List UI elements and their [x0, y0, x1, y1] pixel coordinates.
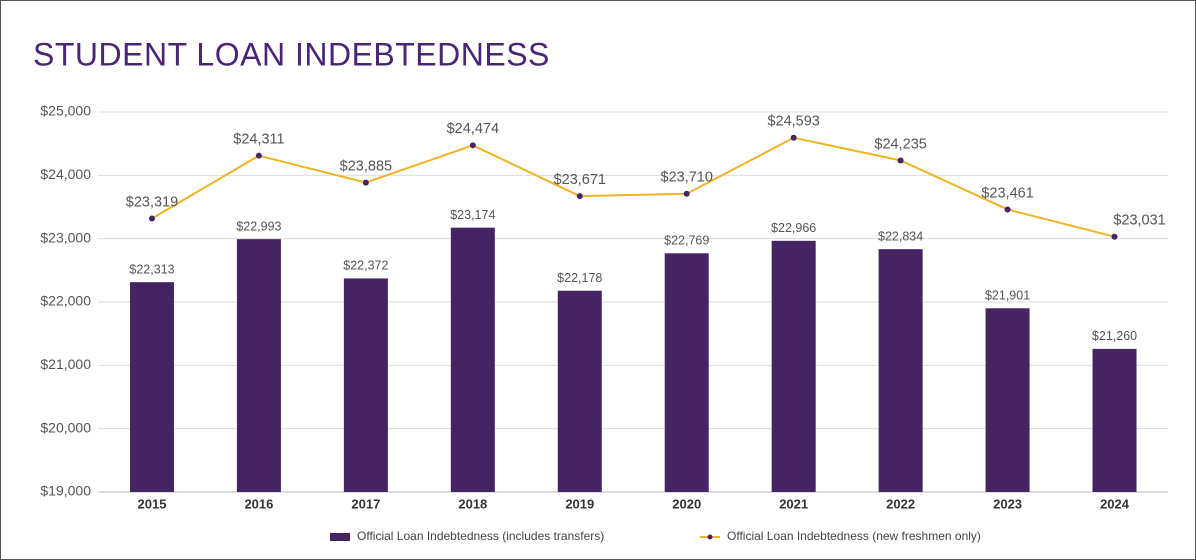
line-marker: [897, 157, 904, 164]
line-marker: [790, 134, 797, 141]
legend-swatch-marker: [707, 534, 713, 540]
bar: [557, 290, 602, 492]
line-value-label: $23,319: [126, 194, 178, 210]
y-tick-label: $22,000: [40, 293, 91, 309]
line-value-label: $24,593: [767, 114, 819, 130]
y-tick-label: $21,000: [40, 356, 91, 372]
bar: [236, 239, 281, 492]
bar-value-label: $22,372: [343, 259, 388, 273]
line: [151, 136, 1115, 238]
line-marker: [362, 179, 369, 186]
line-value-label: $23,461: [981, 185, 1033, 201]
line-value-label: $24,235: [874, 136, 926, 152]
x-tick-label: 2016: [244, 496, 273, 511]
line-marker: [148, 215, 155, 222]
line-value-label: $24,474: [447, 121, 499, 137]
line-marker: [469, 142, 476, 149]
line-value-label: $24,311: [233, 131, 284, 147]
bar-value-label: $21,901: [985, 289, 1030, 303]
y-tick-label: $24,000: [40, 166, 91, 182]
legend-swatch: [330, 533, 350, 541]
bar: [129, 282, 174, 492]
line-marker: [1004, 206, 1011, 213]
line-marker: [1111, 233, 1118, 240]
bar-value-label: $22,313: [129, 262, 174, 276]
bar: [1092, 348, 1137, 492]
y-tick-label: $23,000: [40, 229, 91, 245]
x-tick-label: 2024: [1100, 496, 1130, 511]
bar-value-label: $21,260: [1092, 329, 1137, 343]
x-tick-label: 2015: [138, 496, 167, 511]
bar: [450, 227, 495, 492]
bar-value-label: $22,966: [771, 221, 816, 235]
chart-title: STUDENT LOAN INDEBTEDNESS: [33, 36, 550, 72]
legend-label: Official Loan Indebtedness (includes tra…: [357, 529, 604, 543]
bar-value-label: $22,178: [557, 271, 602, 285]
x-tick-label: 2023: [993, 496, 1022, 511]
x-tick-label: 2017: [351, 496, 380, 511]
bar: [771, 240, 816, 492]
line-marker: [576, 193, 583, 200]
y-tick-label: $20,000: [40, 419, 91, 435]
line-marker: [255, 152, 262, 159]
x-tick-label: 2019: [565, 496, 594, 511]
legend-label: Official Loan Indebtedness (new freshmen…: [727, 529, 981, 543]
bar: [985, 308, 1030, 492]
bar-value-label: $22,834: [878, 229, 923, 243]
bar-value-label: $23,174: [450, 208, 495, 222]
x-tick-label: 2020: [672, 496, 701, 511]
line-value-label: $23,031: [1113, 213, 1165, 229]
bar-value-label: $22,769: [664, 234, 709, 248]
bar: [878, 249, 923, 492]
y-tick-label: $25,000: [40, 103, 91, 119]
bar-value-label: $22,993: [236, 219, 281, 233]
line-value-label: $23,885: [340, 158, 392, 174]
x-tick-label: 2021: [779, 496, 808, 511]
bar: [343, 278, 388, 492]
bar: [664, 253, 709, 492]
line-marker: [683, 190, 690, 197]
line-value-label: $23,671: [554, 172, 606, 188]
x-tick-label: 2018: [458, 496, 487, 511]
x-tick-label: 2022: [886, 496, 915, 511]
y-tick-label: $19,000: [40, 483, 91, 499]
line-value-label: $23,710: [661, 170, 713, 186]
